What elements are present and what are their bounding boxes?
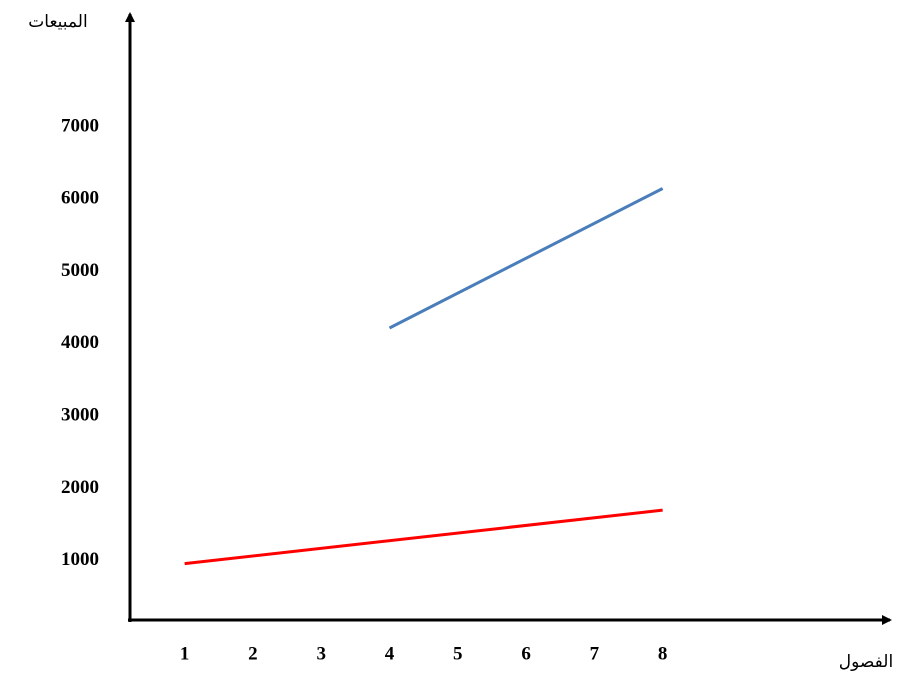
- y-tick-label: 4000: [61, 332, 99, 353]
- series-line: [389, 188, 662, 328]
- series-line: [185, 510, 663, 563]
- chart: المبيعات الفصول 1000 2000 3000 4000 5000 6000…: [0, 0, 922, 683]
- x-tick-label: 6: [521, 643, 531, 664]
- y-tick-label: 7000: [61, 115, 99, 136]
- x-tick-label: 8: [658, 643, 668, 664]
- y-axis-label: المبيعات: [28, 12, 87, 32]
- x-tick-label: 5: [453, 643, 463, 664]
- y-tick-label: 1000: [61, 549, 99, 570]
- x-tick-label: 2: [248, 643, 258, 664]
- x-tick-label: 1: [180, 643, 190, 664]
- y-tick-label: 3000: [61, 405, 99, 426]
- x-tick-label: 4: [385, 643, 395, 664]
- y-tick-label: 5000: [61, 260, 99, 281]
- x-axis-label: الفصول: [839, 652, 893, 672]
- y-tick-label: 2000: [61, 477, 99, 498]
- y-tick-label: 6000: [61, 188, 99, 209]
- x-tick-label: 3: [316, 643, 326, 664]
- x-tick-label: 7: [590, 643, 600, 664]
